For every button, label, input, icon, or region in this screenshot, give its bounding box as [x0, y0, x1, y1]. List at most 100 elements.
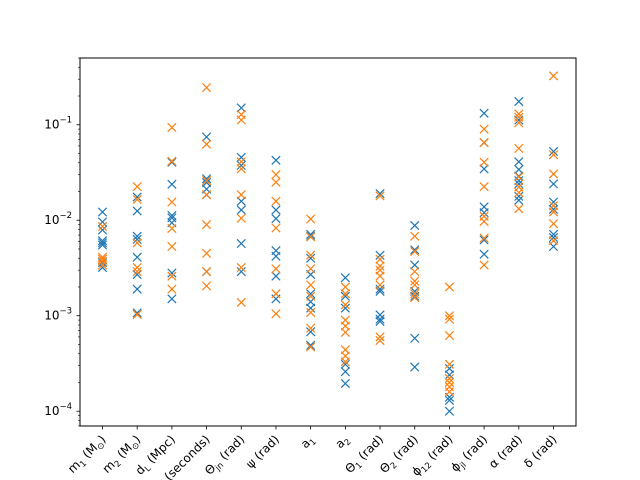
- data-point-orange: [236, 262, 246, 273]
- data-point-orange: [97, 221, 108, 232]
- data-point-blue: [375, 250, 385, 260]
- data-point-orange: [271, 223, 281, 233]
- data-point-orange: [201, 175, 212, 186]
- data-point-orange: [132, 262, 142, 273]
- data-point-orange: [444, 359, 455, 369]
- data-point-orange: [306, 291, 316, 301]
- data-point-blue: [340, 366, 350, 377]
- data-point-orange: [375, 335, 385, 346]
- data-point-orange: [548, 169, 559, 179]
- data-point-blue: [271, 271, 281, 281]
- data-point-orange: [201, 190, 212, 200]
- data-point-orange: [444, 311, 455, 321]
- data-point-orange: [375, 261, 385, 271]
- y-tick-label: 10−2: [44, 211, 72, 227]
- data-point-orange: [479, 233, 489, 243]
- data-point-orange: [167, 284, 177, 294]
- y-tick-label: 10−3: [44, 307, 72, 323]
- data-point-orange: [201, 281, 212, 291]
- data-point-blue: [444, 395, 455, 405]
- data-point-orange: [271, 170, 281, 180]
- data-point-blue: [375, 310, 385, 320]
- data-point-orange: [479, 124, 489, 134]
- data-point-orange: [167, 122, 177, 133]
- data-point-blue: [236, 152, 246, 163]
- data-point-orange: [132, 266, 142, 277]
- data-point-blue: [132, 252, 142, 262]
- data-point-blue: [167, 157, 177, 167]
- data-point-blue: [201, 177, 212, 188]
- data-point-blue: [236, 103, 246, 113]
- data-point-orange: [340, 289, 350, 299]
- data-point-blue: [410, 220, 420, 231]
- data-point-blue: [236, 196, 246, 206]
- data-point-orange: [548, 236, 559, 246]
- data-point-blue: [306, 340, 316, 350]
- data-point-orange: [548, 219, 559, 229]
- data-point-blue: [306, 327, 316, 337]
- data-point-orange: [410, 276, 420, 286]
- data-point-blue: [167, 268, 177, 278]
- data-point-orange: [306, 214, 316, 224]
- data-point-blue: [271, 246, 281, 256]
- data-point-blue: [236, 238, 246, 249]
- data-point-blue: [201, 132, 212, 142]
- data-point-blue: [479, 249, 489, 259]
- data-point-orange: [410, 246, 420, 257]
- data-point-blue: [97, 240, 108, 250]
- data-point-blue: [132, 192, 142, 202]
- data-point-blue: [514, 164, 524, 175]
- data-point-blue: [479, 235, 489, 245]
- data-point-orange: [479, 157, 489, 167]
- data-point-orange: [444, 314, 455, 324]
- data-point-blue: [479, 164, 489, 174]
- data-point-orange: [201, 82, 212, 93]
- data-point-blue: [479, 202, 489, 212]
- data-point-orange: [306, 250, 316, 260]
- data-point-blue: [132, 284, 142, 294]
- data-point-blue: [236, 266, 246, 277]
- data-point-orange: [236, 164, 246, 174]
- data-point-orange: [97, 254, 108, 264]
- data-point-blue: [548, 204, 559, 214]
- data-point-orange: [410, 231, 420, 241]
- data-point-orange: [444, 377, 455, 388]
- data-point-blue: [271, 155, 281, 165]
- data-point-blue: [410, 333, 420, 343]
- data-point-orange: [271, 309, 281, 319]
- data-point-orange: [410, 292, 420, 303]
- data-point-blue: [97, 207, 108, 217]
- data-point-blue: [410, 362, 420, 372]
- data-point-orange: [340, 300, 350, 310]
- data-point-orange: [375, 191, 385, 201]
- data-point-orange: [167, 241, 177, 252]
- data-point-blue: [132, 234, 142, 245]
- data-point-blue: [97, 236, 108, 246]
- data-point-blue: [375, 314, 385, 324]
- data-point-orange: [444, 382, 455, 392]
- data-point-orange: [236, 213, 246, 223]
- data-point-blue: [340, 303, 350, 313]
- data-point-blue: [514, 179, 524, 189]
- data-point-blue: [410, 245, 420, 255]
- data-point-blue: [97, 217, 108, 227]
- data-point-orange: [410, 289, 420, 299]
- data-point-blue: [444, 406, 455, 416]
- data-point-blue: [132, 269, 142, 280]
- data-point-orange: [201, 139, 212, 149]
- data-point-orange: [236, 190, 246, 200]
- data-point-orange: [97, 252, 108, 262]
- data-point-blue: [340, 273, 350, 283]
- data-point-orange: [340, 345, 350, 355]
- data-point-orange: [306, 264, 316, 274]
- data-point-blue: [97, 225, 108, 235]
- data-point-orange: [236, 157, 246, 167]
- data-point-blue: [132, 308, 142, 318]
- y-tick-label: 10−1: [44, 116, 72, 132]
- data-point-orange: [340, 315, 350, 325]
- data-point-blue: [271, 213, 281, 224]
- data-point-orange: [236, 297, 246, 307]
- data-point-orange: [271, 289, 281, 299]
- y-tick-label: 10−4: [44, 402, 72, 418]
